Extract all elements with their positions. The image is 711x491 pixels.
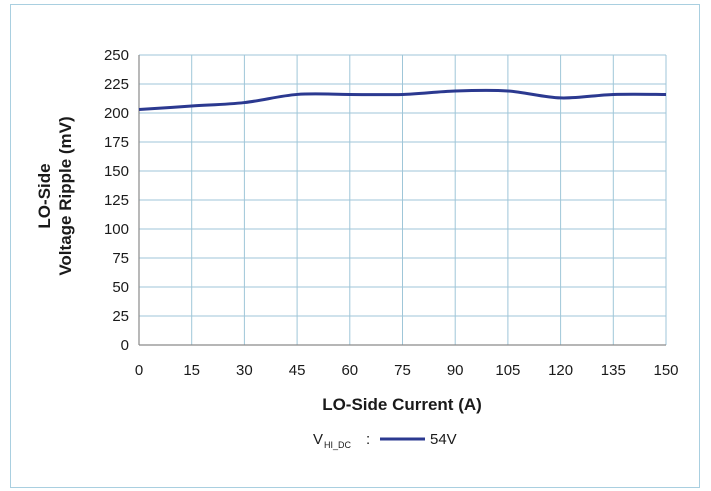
chart-frame	[10, 4, 700, 488]
y-tick-label: 125	[104, 192, 129, 209]
x-tick-label: 135	[601, 362, 626, 379]
y-tick-label: 0	[121, 337, 129, 354]
y-axis-title-line-1: LO-Side	[35, 163, 54, 228]
x-tick-label: 120	[548, 362, 573, 379]
legend-prefix: V	[313, 431, 323, 448]
y-tick-label: 225	[104, 76, 129, 93]
x-tick-label: 60	[341, 362, 358, 379]
y-tick-label: 50	[112, 279, 129, 296]
x-tick-label: 30	[236, 362, 253, 379]
x-tick-label: 150	[653, 362, 678, 379]
y-tick-label: 75	[112, 250, 129, 267]
y-tick-label: 175	[104, 134, 129, 151]
x-tick-label: 90	[447, 362, 464, 379]
y-tick-label: 250	[104, 47, 129, 64]
y-tick-labels: 0 25 50 75 100 125 150 175 200 225 250	[104, 47, 129, 354]
x-tick-label: 105	[495, 362, 520, 379]
legend: V HI_DC : 54V	[313, 431, 457, 450]
series-layer	[138, 88, 667, 112]
y-tick-label: 200	[104, 105, 129, 122]
x-tick-labels: 0 15 30 45 60 75 90 105 120 135 150	[135, 362, 679, 379]
y-axis-title: LO-Side Voltage Ripple (mV)	[35, 116, 75, 275]
x-axis-title: LO-Side Current (A)	[322, 395, 482, 414]
axes	[138, 55, 666, 346]
legend-series-name: 54V	[430, 431, 457, 448]
y-tick-label: 100	[104, 221, 129, 238]
legend-subscript: HI_DC	[324, 440, 352, 450]
y-tick-label: 150	[104, 163, 129, 180]
grid-lines	[138, 54, 667, 346]
x-tick-label: 45	[289, 362, 306, 379]
x-tick-label: 75	[394, 362, 411, 379]
legend-colon: :	[366, 431, 370, 448]
x-tick-label: 0	[135, 362, 143, 379]
y-tick-label: 25	[112, 308, 129, 325]
x-tick-label: 15	[183, 362, 200, 379]
y-axis-title-line-2: Voltage Ripple (mV)	[56, 116, 75, 275]
